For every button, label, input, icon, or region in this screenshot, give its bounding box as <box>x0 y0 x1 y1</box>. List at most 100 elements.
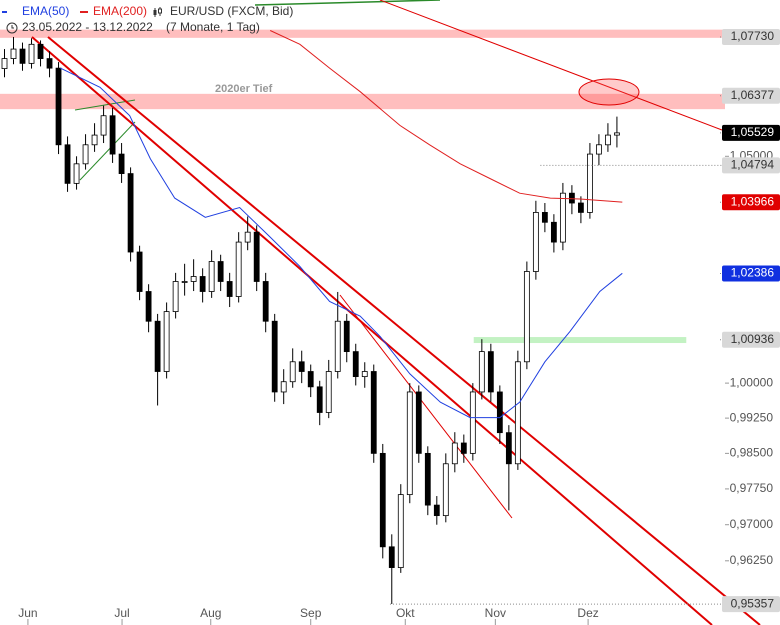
candle-body <box>181 281 188 283</box>
candle-body <box>109 115 116 155</box>
candle-body <box>64 144 71 184</box>
candle-body <box>253 231 260 282</box>
candle-body <box>469 391 476 454</box>
axes: 0,96250 0,97000 0,97750 0,98500 0,99250 1,000… <box>18 28 780 625</box>
candle-body <box>10 48 17 59</box>
candle-body <box>460 442 467 454</box>
candle-icon <box>153 7 162 17</box>
level-label: 1,05529 <box>731 125 775 139</box>
candle-body <box>298 361 305 372</box>
x-tick-label: Nov <box>485 606 506 620</box>
candle-body <box>154 320 161 372</box>
candle-body <box>145 291 152 322</box>
level-label: 1,02386 <box>731 266 775 280</box>
level-box <box>722 28 780 45</box>
candle-body <box>352 351 359 378</box>
level-box <box>722 124 780 141</box>
candle-body <box>235 241 242 297</box>
level-label: 1,03966 <box>731 194 775 208</box>
candle-body <box>190 276 197 282</box>
level-label: 1,04794 <box>731 158 775 172</box>
x-tick-label: Dez <box>577 606 598 620</box>
trend-line <box>254 0 441 6</box>
trend-line <box>31 36 713 625</box>
candle-body <box>370 371 377 454</box>
candle-body <box>550 221 557 243</box>
candle-body <box>532 212 539 272</box>
plot <box>1 30 623 604</box>
candle-body <box>55 67 62 146</box>
trend-line <box>379 0 723 131</box>
candle-body <box>82 144 89 165</box>
clock-icon <box>6 22 18 34</box>
highlight-ellipse <box>578 78 640 106</box>
y-tick-label: 1,00000 <box>730 375 774 389</box>
candle-body <box>523 271 530 363</box>
zones <box>0 29 725 344</box>
candle-body <box>433 504 440 517</box>
level-box <box>722 194 780 211</box>
candle-body <box>578 202 584 213</box>
candle-body <box>136 251 143 292</box>
candle-body <box>46 58 53 69</box>
candle-body <box>424 452 431 506</box>
candle-body <box>388 546 395 568</box>
level-box <box>722 157 780 174</box>
zone <box>473 337 687 344</box>
legend: EMA(50) EMA(200) EUR/USD (FXCM, Bid) 23.… <box>2 4 293 34</box>
subtitle: 23.05.2022 - 13.12.2022 <box>22 20 153 34</box>
x-tick-label: Okt <box>396 606 415 620</box>
drawings <box>31 0 761 625</box>
trend-line <box>339 294 513 519</box>
candle-body <box>361 371 368 378</box>
candle-body <box>334 320 341 372</box>
candle-body <box>325 371 332 413</box>
candle-body <box>397 494 404 568</box>
level-label: 0,95357 <box>731 596 775 610</box>
candle-body <box>208 261 215 292</box>
x-tick-label: Aug <box>200 606 221 620</box>
candle-body <box>451 442 458 465</box>
candle-body <box>605 134 611 146</box>
candle-body <box>316 386 323 413</box>
legend-entry: EMA(50) <box>22 4 69 18</box>
candle-body <box>226 281 233 297</box>
candle-body <box>271 320 278 393</box>
candle-body <box>307 371 314 388</box>
candle-body <box>91 134 98 146</box>
zone <box>0 29 725 38</box>
candle-body <box>199 276 206 292</box>
trend-line <box>79 121 136 181</box>
level-box <box>722 87 780 104</box>
level-label: 1,06377 <box>731 88 775 102</box>
y-tick-label: 0,96250 <box>730 553 774 567</box>
candle-body <box>614 132 620 136</box>
ema-line <box>269 30 623 203</box>
candle-body <box>100 115 107 136</box>
x-tick-label: Jun <box>18 606 37 620</box>
candle-body <box>487 351 494 393</box>
level-label: 1,00936 <box>731 332 775 346</box>
candle-body <box>289 361 296 383</box>
candle-body <box>379 452 386 548</box>
candle-body <box>280 381 287 393</box>
y-tick-label: 0,97750 <box>730 481 774 495</box>
candle-body <box>262 281 269 322</box>
candle-body <box>505 432 512 465</box>
zone <box>0 93 725 110</box>
level-label: 1,07730 <box>731 29 775 43</box>
clock-hands <box>11 25 14 29</box>
candle-body <box>415 391 422 454</box>
x-tick-label: Jul <box>114 606 129 620</box>
candle-body <box>118 153 125 174</box>
candle-body <box>596 144 602 155</box>
level-box <box>722 331 780 348</box>
candle-body <box>587 153 593 213</box>
candle-body <box>343 320 350 353</box>
ema-line <box>60 67 623 419</box>
x-tick-label: Sep <box>300 606 322 620</box>
candle-body <box>496 391 503 434</box>
candle-body <box>217 261 224 282</box>
candle-body <box>541 212 548 223</box>
